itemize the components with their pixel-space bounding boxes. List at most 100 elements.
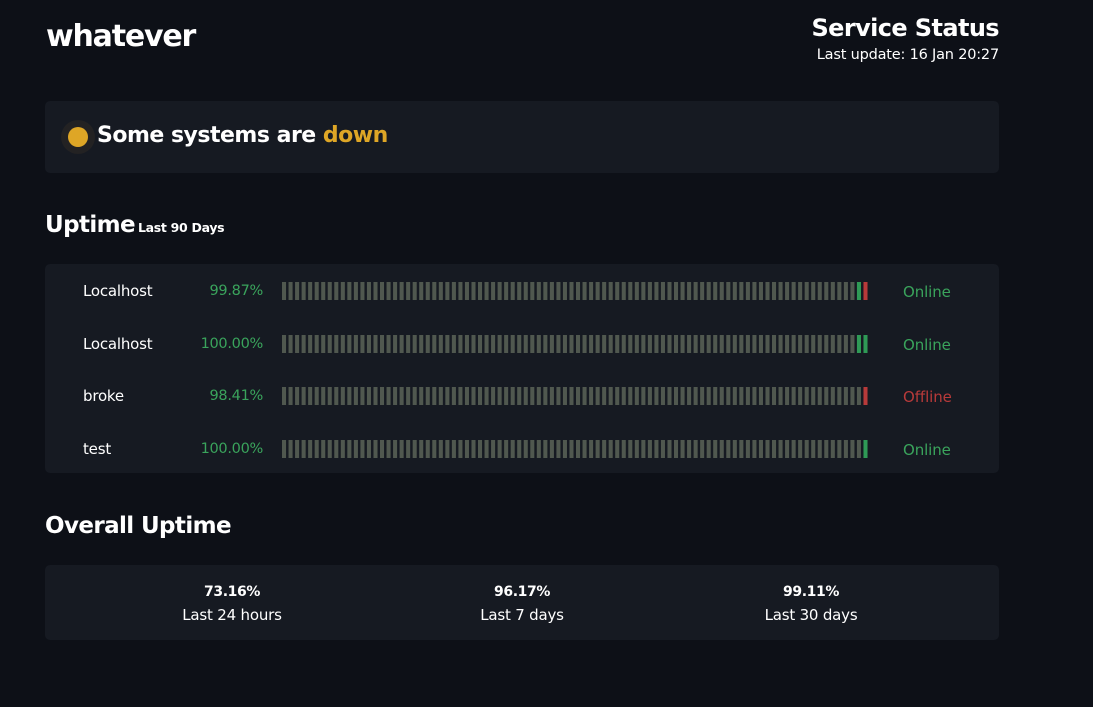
uptime-day-bar[interactable] — [608, 440, 613, 458]
uptime-day-bar[interactable] — [451, 387, 456, 405]
uptime-day-bar[interactable] — [647, 387, 652, 405]
uptime-day-bar[interactable] — [530, 282, 535, 300]
uptime-day-bar[interactable] — [549, 282, 554, 300]
uptime-day-bar[interactable] — [582, 335, 587, 353]
uptime-day-bar[interactable] — [295, 282, 300, 300]
uptime-day-bar[interactable] — [412, 440, 417, 458]
uptime-day-bar[interactable] — [811, 440, 816, 458]
uptime-day-bar[interactable] — [726, 440, 731, 458]
uptime-day-bar[interactable] — [353, 282, 358, 300]
uptime-day-bar[interactable] — [641, 335, 646, 353]
uptime-day-bar[interactable] — [491, 387, 496, 405]
uptime-day-bar[interactable] — [700, 387, 705, 405]
uptime-day-bar[interactable] — [380, 387, 385, 405]
uptime-day-bar[interactable] — [687, 282, 692, 300]
uptime-day-bar[interactable] — [373, 282, 378, 300]
uptime-day-bar[interactable] — [308, 282, 313, 300]
uptime-day-bar[interactable] — [523, 387, 528, 405]
uptime-day-bar[interactable] — [667, 282, 672, 300]
uptime-day-bar[interactable] — [569, 335, 574, 353]
uptime-day-bar[interactable] — [804, 440, 809, 458]
uptime-day-bar[interactable] — [576, 335, 581, 353]
uptime-day-bar[interactable] — [706, 440, 711, 458]
uptime-day-bar[interactable] — [517, 387, 522, 405]
uptime-day-bar[interactable] — [713, 440, 718, 458]
uptime-day-bar[interactable] — [308, 335, 313, 353]
uptime-day-bar[interactable] — [484, 387, 489, 405]
uptime-day-bar[interactable] — [432, 335, 437, 353]
uptime-day-bar[interactable] — [536, 335, 541, 353]
uptime-day-bar[interactable] — [543, 282, 548, 300]
uptime-day-bar[interactable] — [314, 282, 319, 300]
uptime-day-bar[interactable] — [576, 282, 581, 300]
uptime-day-bar[interactable] — [393, 387, 398, 405]
uptime-day-bar[interactable] — [523, 440, 528, 458]
uptime-day-bar[interactable] — [791, 440, 796, 458]
uptime-day-bar[interactable] — [687, 387, 692, 405]
uptime-day-bar[interactable] — [419, 387, 424, 405]
uptime-day-bar[interactable] — [393, 335, 398, 353]
uptime-day-bar[interactable] — [765, 335, 770, 353]
uptime-day-bar[interactable] — [856, 335, 861, 353]
uptime-day-bar[interactable] — [562, 335, 567, 353]
uptime-day-bar[interactable] — [745, 335, 750, 353]
uptime-day-bar[interactable] — [569, 387, 574, 405]
uptime-day-bar[interactable] — [419, 282, 424, 300]
uptime-day-bar[interactable] — [569, 282, 574, 300]
uptime-day-bar[interactable] — [798, 387, 803, 405]
uptime-day-bar[interactable] — [647, 440, 652, 458]
uptime-day-bar[interactable] — [628, 335, 633, 353]
uptime-day-bar[interactable] — [556, 282, 561, 300]
uptime-day-bar[interactable] — [347, 440, 352, 458]
uptime-day-bar[interactable] — [772, 282, 777, 300]
uptime-day-bar[interactable] — [504, 335, 509, 353]
uptime-day-bar[interactable] — [824, 440, 829, 458]
uptime-day-bar[interactable] — [471, 440, 476, 458]
uptime-day-bar[interactable] — [353, 335, 358, 353]
uptime-day-bar[interactable] — [340, 387, 345, 405]
uptime-day-bar[interactable] — [458, 387, 463, 405]
uptime-day-bar[interactable] — [445, 282, 450, 300]
uptime-day-bar[interactable] — [693, 440, 698, 458]
uptime-day-bar[interactable] — [412, 387, 417, 405]
uptime-day-bar[interactable] — [432, 440, 437, 458]
uptime-day-bar[interactable] — [602, 440, 607, 458]
uptime-day-bar[interactable] — [399, 335, 404, 353]
uptime-day-bar[interactable] — [765, 282, 770, 300]
uptime-day-bar[interactable] — [700, 282, 705, 300]
uptime-day-bar[interactable] — [478, 440, 483, 458]
uptime-day-bar[interactable] — [321, 282, 326, 300]
uptime-day-bar[interactable] — [693, 387, 698, 405]
uptime-day-bar[interactable] — [628, 440, 633, 458]
uptime-day-bar[interactable] — [654, 335, 659, 353]
uptime-day-bar[interactable] — [425, 440, 430, 458]
uptime-day-bar[interactable] — [863, 387, 868, 405]
uptime-day-bar[interactable] — [837, 440, 842, 458]
uptime-day-bar[interactable] — [837, 335, 842, 353]
uptime-day-bar[interactable] — [647, 335, 652, 353]
uptime-day-bar[interactable] — [654, 387, 659, 405]
uptime-day-bar[interactable] — [321, 387, 326, 405]
uptime-day-bar[interactable] — [491, 282, 496, 300]
uptime-day-bar[interactable] — [589, 335, 594, 353]
uptime-day-bar[interactable] — [758, 335, 763, 353]
uptime-day-bar[interactable] — [700, 440, 705, 458]
uptime-day-bar[interactable] — [615, 440, 620, 458]
uptime-day-bar[interactable] — [615, 335, 620, 353]
uptime-day-bar[interactable] — [758, 282, 763, 300]
uptime-day-bar[interactable] — [850, 387, 855, 405]
uptime-day-bar[interactable] — [811, 335, 816, 353]
uptime-day-bar[interactable] — [451, 282, 456, 300]
uptime-day-bar[interactable] — [562, 387, 567, 405]
uptime-day-bar[interactable] — [314, 440, 319, 458]
uptime-day-bar[interactable] — [732, 387, 737, 405]
uptime-day-bar[interactable] — [615, 387, 620, 405]
uptime-day-bar[interactable] — [432, 282, 437, 300]
uptime-day-bar[interactable] — [772, 387, 777, 405]
uptime-day-bar[interactable] — [334, 440, 339, 458]
uptime-day-bar[interactable] — [634, 440, 639, 458]
uptime-day-bar[interactable] — [576, 387, 581, 405]
uptime-day-bar[interactable] — [530, 387, 535, 405]
uptime-day-bar[interactable] — [536, 440, 541, 458]
uptime-day-bar[interactable] — [667, 440, 672, 458]
